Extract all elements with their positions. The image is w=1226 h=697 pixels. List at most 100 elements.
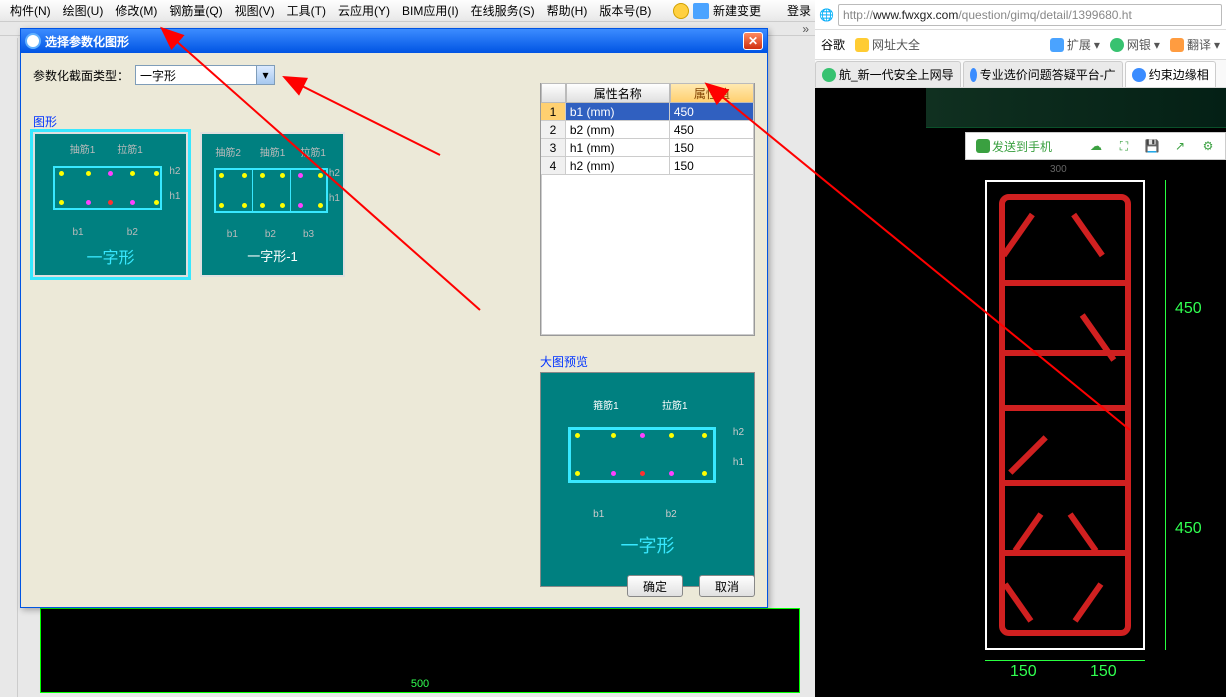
dialog-titlebar[interactable]: 选择参数化图形 ✕ bbox=[21, 29, 767, 53]
menu-online[interactable]: 在线服务(S) bbox=[465, 2, 541, 19]
translate-btn[interactable]: 翻译 ▾ bbox=[1170, 36, 1220, 53]
url-input[interactable]: http://www.fwxgx.com/question/gimq/detai… bbox=[838, 4, 1222, 26]
page-header bbox=[926, 88, 1226, 128]
fullscreen-icon[interactable]: ⛶ bbox=[1111, 135, 1137, 157]
dim: h1 bbox=[329, 193, 340, 204]
chevron-icon[interactable]: » bbox=[802, 22, 809, 36]
dim: b1 bbox=[593, 509, 604, 520]
ext-btn[interactable]: 扩展 ▾ bbox=[1050, 36, 1100, 53]
shape-card-1[interactable]: 抽筋1 拉筋1 h2 h1 b1 b2 一字形 bbox=[33, 132, 188, 277]
row-key: h2 (mm) bbox=[566, 157, 670, 175]
menu-component[interactable]: 构件(N) bbox=[4, 2, 57, 19]
prop-empty bbox=[541, 175, 754, 335]
tag: 抽筋2 bbox=[215, 144, 241, 159]
canvas-background: 500 bbox=[40, 608, 800, 693]
dim: b1 bbox=[227, 229, 238, 240]
row-key: h1 (mm) bbox=[566, 139, 670, 157]
menu-draw[interactable]: 绘图(U) bbox=[57, 2, 110, 19]
chevron-down-icon[interactable]: ▾ bbox=[256, 66, 274, 84]
tag: 拉筋1 bbox=[300, 144, 326, 159]
tab-3-active[interactable]: 约束边缘相 bbox=[1125, 61, 1216, 87]
canvas-dim: 500 bbox=[411, 678, 429, 690]
cancel-button[interactable]: 取消 bbox=[699, 575, 755, 597]
bank-btn[interactable]: 网银 ▾ bbox=[1110, 36, 1160, 53]
property-grid[interactable]: 属性名称 属性值 1 b1 (mm) 450 2 b2 (mm) 450 3 bbox=[540, 83, 755, 336]
menu-view[interactable]: 视图(V) bbox=[229, 2, 281, 19]
fav-dropdown[interactable]: 谷歌 bbox=[821, 36, 845, 53]
row-num: 2 bbox=[541, 121, 566, 139]
row-val[interactable]: 150 bbox=[670, 139, 754, 157]
addon-icon bbox=[693, 3, 709, 19]
save-icon[interactable]: 💾 bbox=[1139, 135, 1165, 157]
favorites-btn[interactable]: 网址大全 bbox=[855, 36, 920, 53]
menu-login[interactable]: 登录 bbox=[787, 2, 811, 19]
prop-row-4[interactable]: 4 h2 (mm) 150 bbox=[541, 157, 754, 175]
tag: 抽筋1 bbox=[70, 141, 96, 156]
menu-cloud[interactable]: 云应用(Y) bbox=[332, 2, 396, 19]
menu-bim[interactable]: BIM应用(I) bbox=[396, 2, 465, 19]
ok-button[interactable]: 确定 bbox=[627, 575, 683, 597]
prop-row-1[interactable]: 1 b1 (mm) 450 bbox=[541, 103, 754, 121]
row-val[interactable]: 450 bbox=[670, 103, 754, 121]
menu-help[interactable]: 帮助(H) bbox=[541, 2, 594, 19]
browser-toolbar: 谷歌 网址大全 扩展 ▾ 网银 ▾ 翻译 ▾ bbox=[815, 30, 1226, 60]
phone-icon bbox=[976, 139, 990, 153]
menu-qty[interactable]: 钢筋量(Q) bbox=[163, 2, 228, 19]
dim: h2 bbox=[169, 166, 180, 177]
shape-label: 一字形-1 bbox=[247, 246, 298, 265]
tab-1[interactable]: 航_新一代安全上网导 bbox=[815, 61, 961, 87]
dim: b3 bbox=[303, 229, 314, 240]
helmet-icon bbox=[673, 3, 689, 19]
dim-line bbox=[1165, 180, 1166, 650]
prop-row-2[interactable]: 2 b2 (mm) 450 bbox=[541, 121, 754, 139]
tab-label: 航_新一代安全上网导 bbox=[839, 66, 954, 83]
type-combo[interactable]: 一字形 ▾ bbox=[135, 65, 275, 85]
row-val[interactable]: 150 bbox=[670, 157, 754, 175]
tab-strip: 航_新一代安全上网导 专业选价问题答疑平台-广 约束边缘相 bbox=[815, 60, 1226, 88]
send-to-phone-btn[interactable]: 发送到手机 bbox=[970, 138, 1058, 155]
url-host: www.fwxgx.com bbox=[873, 8, 958, 22]
prop-head-name: 属性名称 bbox=[566, 83, 670, 103]
type-label: 参数化截面类型： bbox=[33, 67, 129, 84]
dim: b2 bbox=[666, 509, 677, 520]
type-value: 一字形 bbox=[140, 67, 176, 84]
shape-card-2[interactable]: 抽筋2 抽筋1 拉筋1 h2 bbox=[200, 132, 345, 277]
url-scheme: http:// bbox=[843, 8, 873, 22]
app-icon bbox=[25, 33, 41, 49]
dim: b2 bbox=[265, 229, 276, 240]
gear-icon[interactable]: ⚙ bbox=[1195, 135, 1221, 157]
menu-version[interactable]: 版本号(B) bbox=[593, 2, 657, 19]
dim: b1 bbox=[72, 227, 83, 238]
dim-line-b bbox=[985, 660, 1145, 661]
row-key: b2 (mm) bbox=[566, 121, 670, 139]
prop-row-3[interactable]: 3 h1 (mm) 150 bbox=[541, 139, 754, 157]
tab-icon bbox=[970, 68, 977, 82]
tab-2[interactable]: 专业选价问题答疑平台-广 bbox=[963, 61, 1123, 87]
menu-new-change[interactable]: 新建变更 bbox=[713, 2, 761, 19]
left-scrollbar[interactable] bbox=[0, 38, 18, 697]
row-val[interactable]: 450 bbox=[670, 121, 754, 139]
menu-bar: 构件(N) 绘图(U) 修改(M) 钢筋量(Q) 视图(V) 工具(T) 云应用… bbox=[0, 0, 815, 22]
dim-150-l: 150 bbox=[1010, 663, 1037, 681]
rebar-tie bbox=[999, 550, 1131, 556]
rebar-outline bbox=[999, 194, 1131, 636]
dim-450-top: 450 bbox=[1175, 300, 1202, 318]
menu-modify[interactable]: 修改(M) bbox=[109, 2, 163, 19]
preview-shape-label: 一字形 bbox=[621, 532, 675, 558]
menu-tools[interactable]: 工具(T) bbox=[281, 2, 332, 19]
cloud-icon[interactable]: ☁ bbox=[1083, 135, 1109, 157]
close-icon[interactable]: ✕ bbox=[743, 32, 763, 50]
rebar-tie bbox=[999, 480, 1131, 486]
tag: 抽筋1 bbox=[260, 144, 286, 159]
url-path: /question/gimq/detail/1399680.ht bbox=[958, 8, 1131, 22]
share-icon[interactable]: ↗ bbox=[1167, 135, 1193, 157]
rebar-tie bbox=[999, 280, 1131, 286]
preview-label: 大图预览 bbox=[540, 353, 755, 370]
dim: h2 bbox=[733, 427, 744, 438]
tab-icon bbox=[822, 68, 836, 82]
dim-450-bot: 450 bbox=[1175, 520, 1202, 538]
dim: h1 bbox=[733, 457, 744, 468]
row-num: 1 bbox=[541, 103, 566, 121]
shape-label: 一字形 bbox=[86, 244, 134, 268]
section-drawing: 450 450 150 150 300 bbox=[965, 160, 1226, 697]
